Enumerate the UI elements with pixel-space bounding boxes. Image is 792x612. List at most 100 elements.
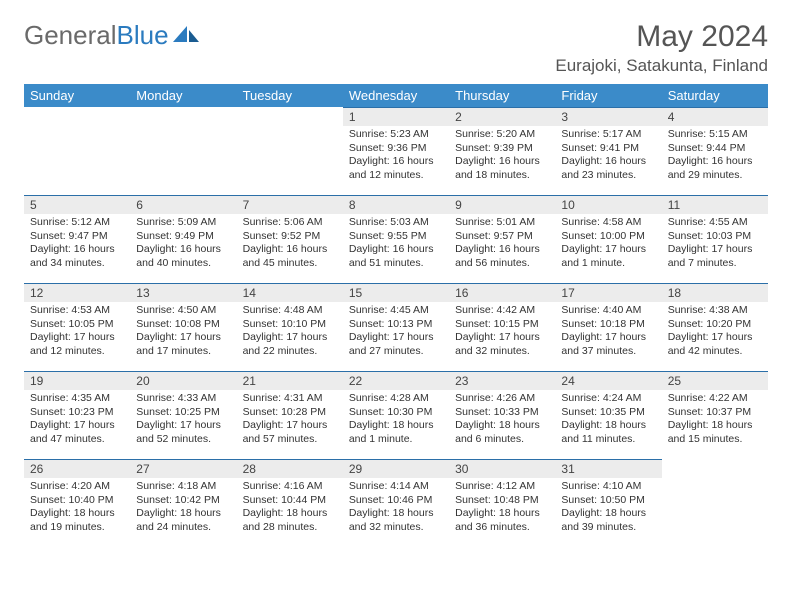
day-number: 30	[449, 459, 555, 478]
location: Eurajoki, Satakunta, Finland	[555, 56, 768, 76]
calendar-row: 19Sunrise: 4:35 AMSunset: 10:23 PMDaylig…	[24, 371, 768, 459]
calendar-row: 1Sunrise: 5:23 AMSunset: 9:36 PMDaylight…	[24, 107, 768, 195]
calendar-cell: 15Sunrise: 4:45 AMSunset: 10:13 PMDaylig…	[343, 283, 449, 371]
day-details: Sunrise: 4:40 AMSunset: 10:18 PMDaylight…	[555, 302, 661, 363]
day-details: Sunrise: 4:38 AMSunset: 10:20 PMDaylight…	[662, 302, 768, 363]
day-details: Sunrise: 4:42 AMSunset: 10:15 PMDaylight…	[449, 302, 555, 363]
day-details: Sunrise: 5:12 AMSunset: 9:47 PMDaylight:…	[24, 214, 130, 275]
calendar-body: 1Sunrise: 5:23 AMSunset: 9:36 PMDaylight…	[24, 107, 768, 547]
calendar-cell: 13Sunrise: 4:50 AMSunset: 10:08 PMDaylig…	[130, 283, 236, 371]
day-number: 22	[343, 371, 449, 390]
day-number: 5	[24, 195, 130, 214]
calendar-cell: 18Sunrise: 4:38 AMSunset: 10:20 PMDaylig…	[662, 283, 768, 371]
day-number: 21	[237, 371, 343, 390]
calendar-cell: 11Sunrise: 4:55 AMSunset: 10:03 PMDaylig…	[662, 195, 768, 283]
day-details: Sunrise: 4:10 AMSunset: 10:50 PMDaylight…	[555, 478, 661, 539]
calendar-cell: 27Sunrise: 4:18 AMSunset: 10:42 PMDaylig…	[130, 459, 236, 547]
day-details: Sunrise: 5:15 AMSunset: 9:44 PMDaylight:…	[662, 126, 768, 187]
day-number: 12	[24, 283, 130, 302]
logo-sail-icon	[173, 20, 199, 51]
calendar-cell: 23Sunrise: 4:26 AMSunset: 10:33 PMDaylig…	[449, 371, 555, 459]
brand-part2: Blue	[117, 20, 169, 51]
day-number: 29	[343, 459, 449, 478]
calendar-cell: 4Sunrise: 5:15 AMSunset: 9:44 PMDaylight…	[662, 107, 768, 195]
day-number: 15	[343, 283, 449, 302]
day-details: Sunrise: 4:31 AMSunset: 10:28 PMDaylight…	[237, 390, 343, 451]
weekday-header: Friday	[555, 84, 661, 107]
day-number: 31	[555, 459, 661, 478]
calendar-cell	[662, 459, 768, 547]
weekday-header: Saturday	[662, 84, 768, 107]
day-details: Sunrise: 5:09 AMSunset: 9:49 PMDaylight:…	[130, 214, 236, 275]
calendar-cell: 1Sunrise: 5:23 AMSunset: 9:36 PMDaylight…	[343, 107, 449, 195]
weekday-header: Thursday	[449, 84, 555, 107]
header: GeneralBlue May 2024 Eurajoki, Satakunta…	[24, 20, 768, 76]
day-details: Sunrise: 5:01 AMSunset: 9:57 PMDaylight:…	[449, 214, 555, 275]
day-number: 13	[130, 283, 236, 302]
day-number: 27	[130, 459, 236, 478]
day-details: Sunrise: 4:33 AMSunset: 10:25 PMDaylight…	[130, 390, 236, 451]
day-number: 20	[130, 371, 236, 390]
day-number: 6	[130, 195, 236, 214]
weekday-header: Wednesday	[343, 84, 449, 107]
day-details: Sunrise: 4:45 AMSunset: 10:13 PMDaylight…	[343, 302, 449, 363]
calendar-cell: 5Sunrise: 5:12 AMSunset: 9:47 PMDaylight…	[24, 195, 130, 283]
calendar-cell: 9Sunrise: 5:01 AMSunset: 9:57 PMDaylight…	[449, 195, 555, 283]
day-details: Sunrise: 4:35 AMSunset: 10:23 PMDaylight…	[24, 390, 130, 451]
brand-logo: GeneralBlue	[24, 20, 199, 51]
calendar-cell: 12Sunrise: 4:53 AMSunset: 10:05 PMDaylig…	[24, 283, 130, 371]
day-number: 25	[662, 371, 768, 390]
day-number: 28	[237, 459, 343, 478]
day-details: Sunrise: 4:20 AMSunset: 10:40 PMDaylight…	[24, 478, 130, 539]
day-number: 3	[555, 107, 661, 126]
title-block: May 2024 Eurajoki, Satakunta, Finland	[555, 20, 768, 76]
day-details: Sunrise: 4:48 AMSunset: 10:10 PMDaylight…	[237, 302, 343, 363]
calendar-cell: 14Sunrise: 4:48 AMSunset: 10:10 PMDaylig…	[237, 283, 343, 371]
day-number: 14	[237, 283, 343, 302]
brand-part1: General	[24, 20, 117, 51]
weekday-header: Tuesday	[237, 84, 343, 107]
month-title: May 2024	[555, 20, 768, 54]
day-number: 7	[237, 195, 343, 214]
day-number: 8	[343, 195, 449, 214]
calendar-cell: 10Sunrise: 4:58 AMSunset: 10:00 PMDaylig…	[555, 195, 661, 283]
calendar-cell: 22Sunrise: 4:28 AMSunset: 10:30 PMDaylig…	[343, 371, 449, 459]
calendar-cell: 30Sunrise: 4:12 AMSunset: 10:48 PMDaylig…	[449, 459, 555, 547]
calendar-row: 26Sunrise: 4:20 AMSunset: 10:40 PMDaylig…	[24, 459, 768, 547]
calendar-cell: 25Sunrise: 4:22 AMSunset: 10:37 PMDaylig…	[662, 371, 768, 459]
day-details: Sunrise: 5:03 AMSunset: 9:55 PMDaylight:…	[343, 214, 449, 275]
day-details: Sunrise: 5:23 AMSunset: 9:36 PMDaylight:…	[343, 126, 449, 187]
day-number: 26	[24, 459, 130, 478]
day-details: Sunrise: 4:50 AMSunset: 10:08 PMDaylight…	[130, 302, 236, 363]
calendar-cell: 21Sunrise: 4:31 AMSunset: 10:28 PMDaylig…	[237, 371, 343, 459]
day-number: 17	[555, 283, 661, 302]
calendar-cell: 3Sunrise: 5:17 AMSunset: 9:41 PMDaylight…	[555, 107, 661, 195]
day-details: Sunrise: 4:53 AMSunset: 10:05 PMDaylight…	[24, 302, 130, 363]
calendar-cell	[237, 107, 343, 195]
calendar-cell: 20Sunrise: 4:33 AMSunset: 10:25 PMDaylig…	[130, 371, 236, 459]
day-details: Sunrise: 4:55 AMSunset: 10:03 PMDaylight…	[662, 214, 768, 275]
calendar-table: SundayMondayTuesdayWednesdayThursdayFrid…	[24, 84, 768, 547]
calendar-cell	[130, 107, 236, 195]
day-details: Sunrise: 4:28 AMSunset: 10:30 PMDaylight…	[343, 390, 449, 451]
day-details: Sunrise: 4:12 AMSunset: 10:48 PMDaylight…	[449, 478, 555, 539]
day-number: 9	[449, 195, 555, 214]
calendar-cell: 8Sunrise: 5:03 AMSunset: 9:55 PMDaylight…	[343, 195, 449, 283]
calendar-cell: 19Sunrise: 4:35 AMSunset: 10:23 PMDaylig…	[24, 371, 130, 459]
day-number: 11	[662, 195, 768, 214]
day-details: Sunrise: 5:20 AMSunset: 9:39 PMDaylight:…	[449, 126, 555, 187]
calendar-cell: 31Sunrise: 4:10 AMSunset: 10:50 PMDaylig…	[555, 459, 661, 547]
calendar-cell: 24Sunrise: 4:24 AMSunset: 10:35 PMDaylig…	[555, 371, 661, 459]
calendar-cell: 16Sunrise: 4:42 AMSunset: 10:15 PMDaylig…	[449, 283, 555, 371]
weekday-header-row: SundayMondayTuesdayWednesdayThursdayFrid…	[24, 84, 768, 107]
calendar-cell: 17Sunrise: 4:40 AMSunset: 10:18 PMDaylig…	[555, 283, 661, 371]
day-details: Sunrise: 4:14 AMSunset: 10:46 PMDaylight…	[343, 478, 449, 539]
day-number: 19	[24, 371, 130, 390]
day-details: Sunrise: 5:06 AMSunset: 9:52 PMDaylight:…	[237, 214, 343, 275]
day-number: 4	[662, 107, 768, 126]
day-number: 23	[449, 371, 555, 390]
day-number: 18	[662, 283, 768, 302]
calendar-cell	[24, 107, 130, 195]
day-details: Sunrise: 4:26 AMSunset: 10:33 PMDaylight…	[449, 390, 555, 451]
weekday-header: Monday	[130, 84, 236, 107]
